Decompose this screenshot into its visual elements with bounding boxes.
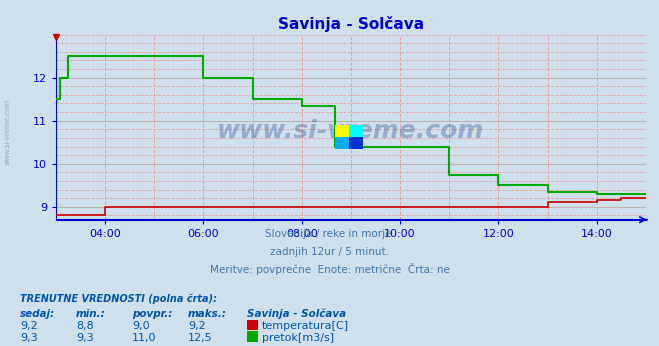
Bar: [349, 137, 363, 149]
Text: Slovenija / reke in morje.: Slovenija / reke in morje.: [264, 229, 395, 239]
Text: Meritve: povprečne  Enote: metrične  Črta: ne: Meritve: povprečne Enote: metrične Črta:…: [210, 263, 449, 275]
Text: 9,2: 9,2: [188, 321, 206, 331]
Text: sedaj:: sedaj:: [20, 309, 55, 319]
Text: 12,5: 12,5: [188, 333, 212, 343]
Text: temperatura[C]: temperatura[C]: [262, 321, 349, 331]
Text: 11,0: 11,0: [132, 333, 156, 343]
Bar: [335, 137, 349, 149]
Text: www.si-vreme.com: www.si-vreme.com: [217, 119, 484, 143]
Text: pretok[m3/s]: pretok[m3/s]: [262, 333, 333, 343]
Text: povpr.:: povpr.:: [132, 309, 172, 319]
Title: Savinja - Solčava: Savinja - Solčava: [278, 16, 424, 32]
Text: 9,2: 9,2: [20, 321, 38, 331]
Text: maks.:: maks.:: [188, 309, 227, 319]
Text: 9,3: 9,3: [20, 333, 38, 343]
Text: 9,0: 9,0: [132, 321, 150, 331]
Text: zadnjih 12ur / 5 minut.: zadnjih 12ur / 5 minut.: [270, 247, 389, 257]
Bar: [335, 125, 349, 137]
Text: 9,3: 9,3: [76, 333, 94, 343]
Text: 8,8: 8,8: [76, 321, 94, 331]
Text: www.si-vreme.com: www.si-vreme.com: [5, 98, 11, 165]
Text: TRENUTNE VREDNOSTI (polna črta):: TRENUTNE VREDNOSTI (polna črta):: [20, 293, 217, 304]
Bar: [349, 125, 363, 137]
Text: Savinja - Solčava: Savinja - Solčava: [247, 308, 346, 319]
Text: min.:: min.:: [76, 309, 105, 319]
